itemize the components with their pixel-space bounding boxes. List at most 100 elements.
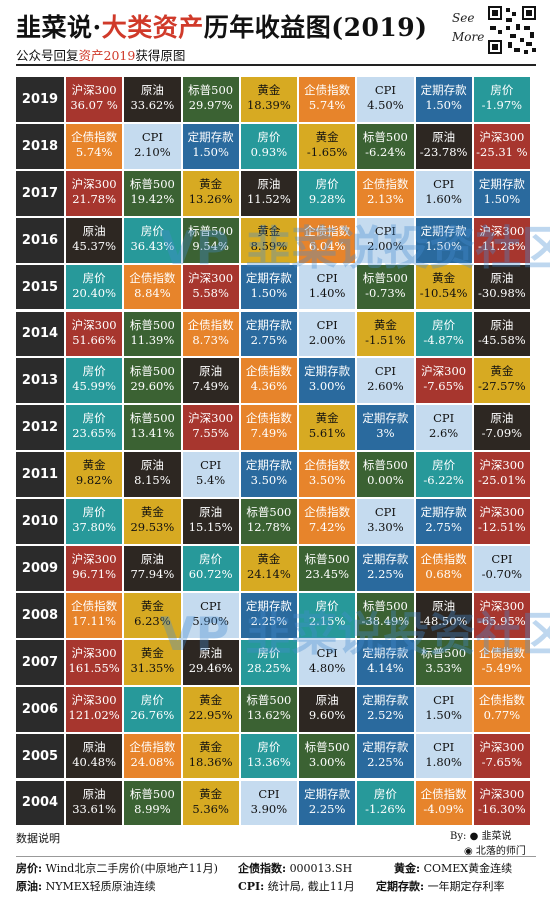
header-divider (16, 64, 536, 66)
asset-cell: 原油 15.15% (182, 499, 241, 546)
asset-cell: 黄金 13.26% (182, 170, 241, 218)
asset-return: 77.94% (130, 567, 175, 581)
note-cpi: CPI: 统计局, 截止11月 (238, 878, 355, 896)
asset-cell: 沪深300 161.55% (66, 639, 125, 687)
asset-name: 房价 (315, 598, 339, 613)
asset-return: 2.25% (250, 613, 288, 628)
asset-name: 企债指数 (362, 176, 409, 191)
asset-cell: 企债指数 6.04% (299, 217, 358, 265)
asset-name: 定期存款 (245, 598, 292, 613)
asset-return: -1.26% (365, 801, 406, 816)
asset-name: 标普500 (129, 411, 175, 426)
asset-cell: 原油 -23.78% (415, 123, 474, 171)
asset-return: 15.15% (188, 520, 233, 535)
note-oil-text: NYMEX轻质原油连续 (45, 880, 156, 893)
asset-cell: CPI 1.60% (415, 170, 474, 218)
asset-cell: 房价 -1.97% (473, 77, 532, 124)
asset-return: 1.50% (483, 191, 521, 206)
asset-cell: 沪深300 -16.30% (473, 780, 532, 828)
asset-name: CPI (374, 364, 396, 379)
asset-return: -16.30% (478, 801, 526, 816)
asset-return: 36.07 % (70, 98, 118, 112)
asset-name: 定期存款 (362, 739, 409, 754)
asset-cell: 黄金 22.95% (182, 686, 241, 734)
table-row: 2007 沪深300 161.55% 黄金 31.35% 原油 29.46% 房价 28.25%… (16, 639, 532, 687)
asset-name: 原油 (490, 317, 514, 332)
title-part-1: 韭菜说· (16, 13, 102, 42)
asset-return: 31.35% (130, 660, 175, 675)
asset-name: 定期存款 (362, 645, 409, 660)
asset-return: 3.00% (308, 379, 346, 394)
note-cpi-label: CPI: (238, 880, 265, 893)
table-row: 2013 房价 45.99% 标普500 29.60% 原油 7.49% 企债指数 4.36% 定… (16, 358, 532, 406)
asset-return: 8.73% (192, 332, 229, 347)
byline: By: ● 韭菜说 (450, 827, 511, 842)
asset-cell: 定期存款 2.75% (240, 311, 299, 359)
asset-cell: 企债指数 5.74% (299, 77, 358, 124)
asset-cell: 原油 8.15% (124, 452, 183, 500)
asset-return: 13.41% (130, 426, 175, 441)
asset-cell: 原油 -30.98% (473, 264, 532, 312)
asset-name: 原油 (140, 458, 164, 473)
asset-name: 沪深300 (71, 83, 117, 97)
asset-cell: 定期存款 2.25% (299, 780, 358, 828)
asset-return: 3.30% (367, 520, 404, 535)
asset-cell: 原油 29.46% (182, 639, 241, 687)
asset-name: CPI (141, 129, 163, 144)
asset-name: 定期存款 (420, 83, 467, 97)
asset-name: 沪深300 (421, 364, 467, 379)
asset-name: 原油 (140, 83, 164, 97)
asset-return: 40.48% (72, 754, 117, 769)
asset-return: -11.28% (478, 238, 526, 253)
subtitle-part-1: 公众号回复 (16, 48, 79, 63)
asset-cell: 沪深300 -7.65% (473, 733, 532, 781)
asset-name: 房价 (315, 176, 339, 191)
asset-return: 1.50% (425, 98, 462, 112)
asset-name: 原油 (82, 739, 106, 754)
asset-name: 定期存款 (245, 458, 292, 473)
note-deposit: 定期存款: 一年期定存利率 (376, 878, 505, 896)
table-row: 2012 房价 23.65% 标普500 13.41% 沪深300 7.55% 企债指数 7.4… (16, 405, 532, 453)
asset-cell: 沪深300 5.58% (182, 264, 241, 312)
title-part-3: 历年收益图(2019) (203, 13, 428, 42)
asset-return: 33.61% (72, 801, 117, 816)
asset-cell: 沪深300 -7.65% (415, 358, 474, 406)
asset-cell: 房价 23.65% (66, 405, 125, 453)
asset-return: 5.74% (75, 144, 113, 159)
asset-cell: 黄金 18.36% (182, 733, 241, 781)
asset-return: 3.53% (425, 660, 462, 675)
asset-name: 黄金 (257, 552, 281, 566)
asset-return: 18.36% (188, 754, 233, 769)
asset-cell: CPI 1.80% (415, 733, 474, 781)
asset-return: 51.66% (72, 332, 117, 347)
asset-return: 24.08% (130, 754, 175, 769)
see-label: See (452, 11, 475, 25)
data-note-label: 数据说明 (16, 832, 60, 845)
asset-return: -65.95% (478, 613, 526, 628)
asset-return: 7.49% (250, 426, 288, 441)
table-row: 2016 原油 45.37% 房价 36.43% 标普500 9.54% 黄金 8.59% 企债指… (16, 217, 532, 265)
asset-name: 原油 (199, 505, 223, 520)
asset-cell: 定期存款 2.25% (357, 733, 416, 781)
asset-name: 企债指数 (478, 692, 525, 707)
asset-return: 8.15% (134, 473, 171, 488)
asset-cell: 标普500 -0.73% (357, 264, 416, 312)
asset-return: 2.15% (308, 613, 346, 628)
asset-name: 沪深300 (479, 598, 525, 613)
asset-name: 沪深300 (479, 458, 525, 473)
weibo-icon: ◉ (464, 846, 473, 857)
asset-name: 原油 (432, 598, 456, 613)
asset-return: 8.99% (134, 801, 171, 816)
asset-return: 1.50% (425, 238, 462, 253)
asset-cell: 原油 11.52% (240, 170, 299, 218)
asset-return: -0.70% (481, 567, 523, 581)
asset-cell: 黄金 -1.65% (299, 123, 358, 171)
asset-cell: 沪深300 96.71% (66, 546, 125, 593)
asset-return: 13.62% (246, 707, 291, 722)
asset-name: 房价 (82, 505, 106, 520)
year-label: 2007 (16, 639, 66, 687)
year-label: 2018 (16, 123, 66, 171)
asset-cell: 定期存款 1.50% (415, 77, 474, 124)
asset-name: 黄金 (140, 645, 164, 660)
asset-cell: 黄金 -27.57% (473, 358, 532, 406)
